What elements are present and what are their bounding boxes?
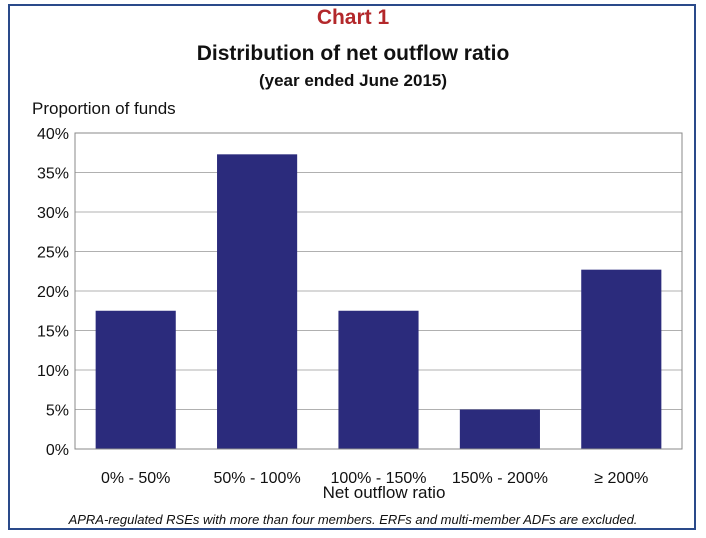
bar [95, 310, 176, 449]
x-tick-label: 50% - 100% [214, 470, 301, 487]
bar [217, 154, 298, 449]
plot-area-border [74, 132, 683, 450]
y-tick-label: 30% [37, 205, 69, 222]
y-tick-label: 40% [37, 126, 69, 143]
bars [95, 154, 662, 449]
bar [338, 310, 419, 449]
chart-title: Distribution of net outflow ratio [196, 42, 510, 65]
y-tick-label: 35% [37, 166, 69, 183]
x-tick-labels: 0% - 50% 50% - 100% 100% - 150% 150% - 200%… [101, 470, 648, 487]
y-tick-label: 15% [37, 324, 69, 341]
footnote: APRA-regulated RSEs with more than four … [68, 512, 638, 527]
y-tick-label: 10% [37, 363, 69, 380]
x-tick-label: 0% - 50% [101, 470, 170, 487]
x-tick-label: ≥ 200% [594, 470, 648, 487]
chart-subtitle: (year ended June 2015) [258, 71, 448, 90]
x-tick-label: 150% - 200% [452, 470, 548, 487]
y-tick-label: 0% [46, 442, 69, 459]
x-tick-label: 100% - 150% [330, 470, 426, 487]
y-axis-label: Proportion of funds [32, 99, 176, 118]
x-axis-label: Net outflow ratio [322, 483, 446, 502]
chart-number: Chart 1 [316, 6, 390, 29]
bar [459, 409, 540, 449]
y-tick-label: 5% [46, 403, 69, 420]
y-tick-label: 20% [37, 284, 69, 301]
bar [581, 269, 662, 449]
y-tick-labels: 0% 5% 10% 15% 20% 25% 30% 35% 40% [37, 126, 69, 459]
y-tick-label: 25% [37, 245, 69, 262]
